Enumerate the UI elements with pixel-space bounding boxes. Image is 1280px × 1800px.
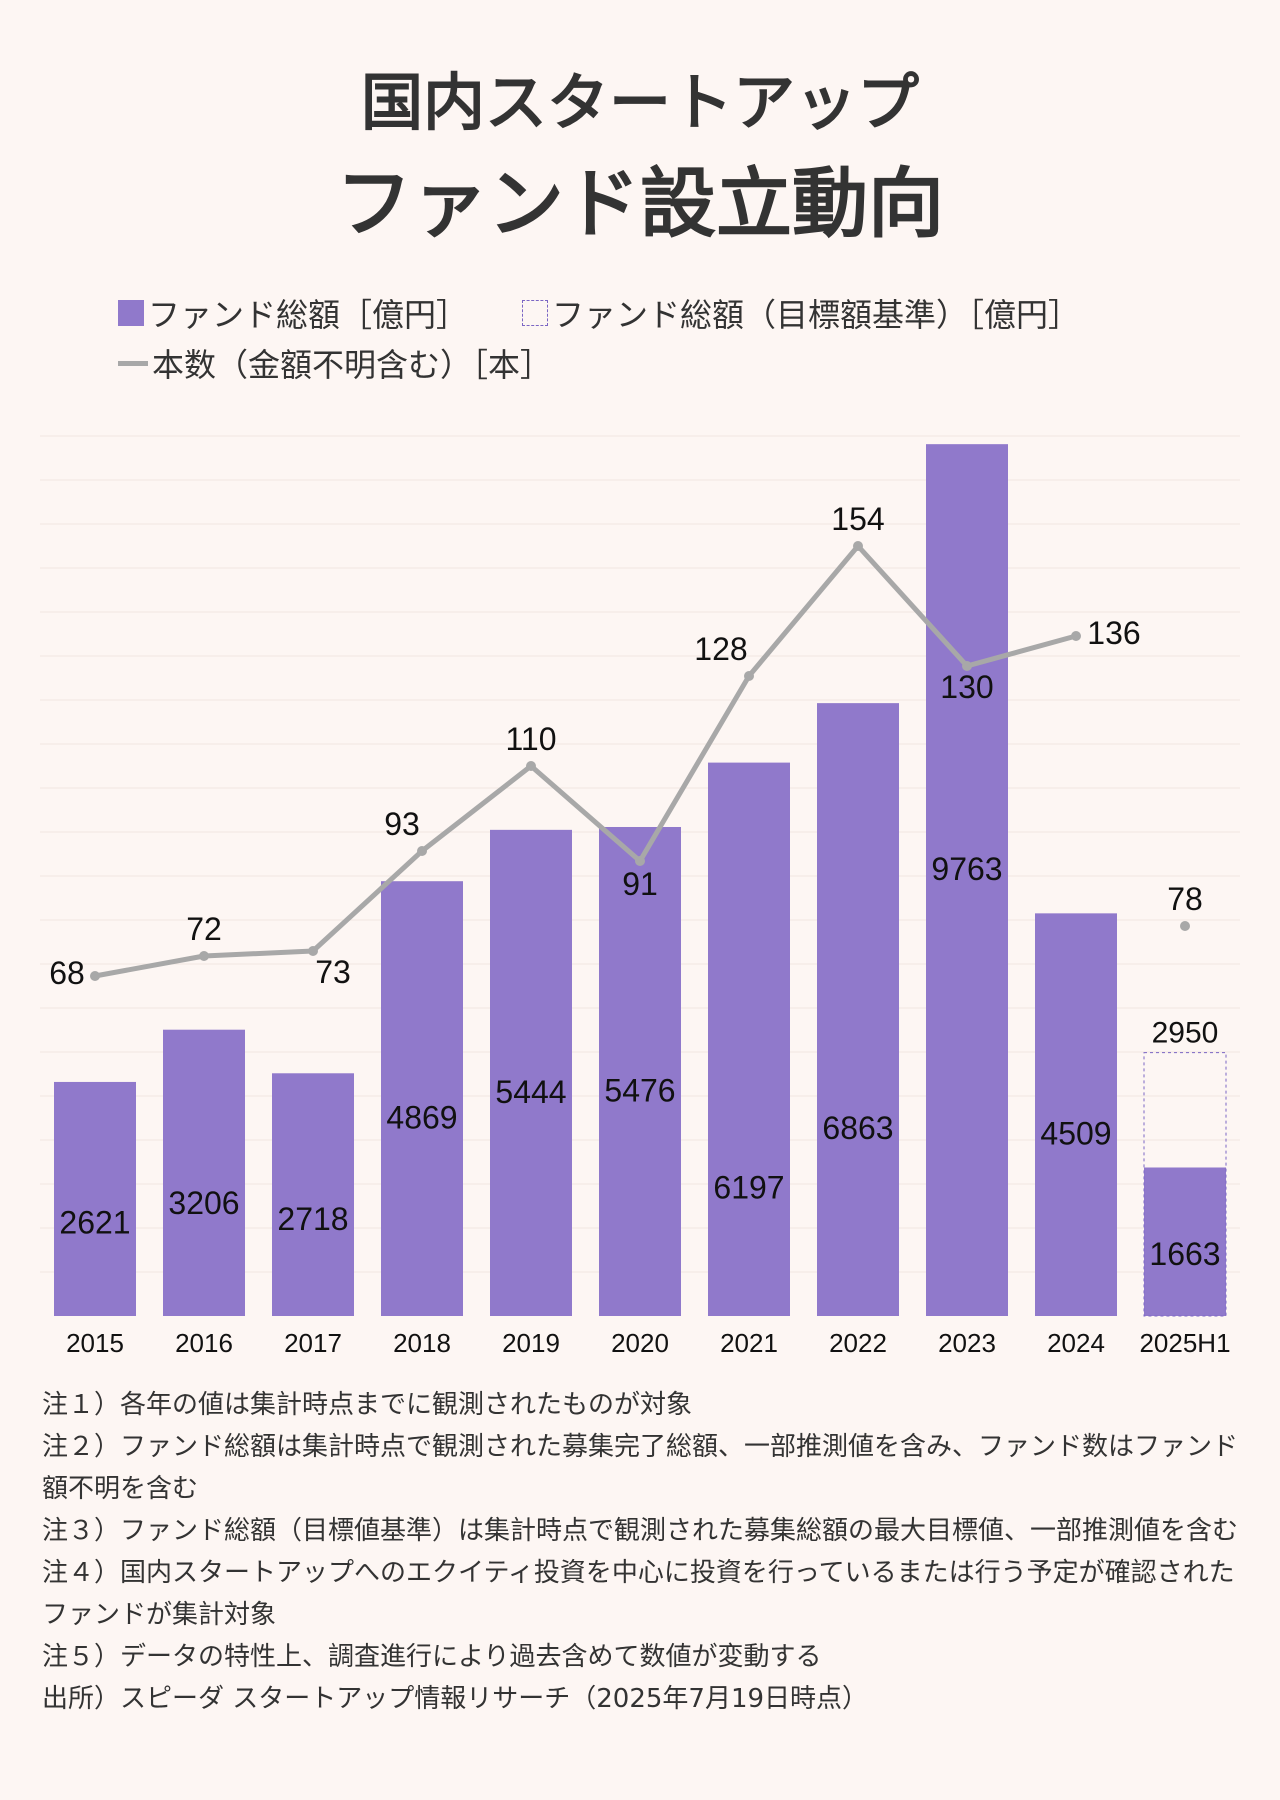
- bar-value-2018: 4869: [386, 1100, 457, 1136]
- count-label-2025H1: 78: [1167, 881, 1203, 917]
- bar-2018: [381, 881, 463, 1316]
- count-point-2021: [744, 671, 754, 681]
- bar-2019: [490, 829, 572, 1316]
- count-point-2019: [526, 761, 536, 771]
- count-label-2024: 136: [1087, 615, 1140, 651]
- x-tick-2015: 2015: [66, 1328, 124, 1358]
- legend-label-count: 本数（金額不明含む）［本］: [152, 346, 553, 384]
- bar-2023: [926, 444, 1008, 1317]
- bar-2016: [163, 1029, 245, 1316]
- bar-value-2022: 6863: [822, 1110, 893, 1146]
- legend-label-total: ファンド総額［億円］: [148, 296, 469, 334]
- x-tick-2023: 2023: [938, 1328, 996, 1358]
- bar-value-2016: 3206: [168, 1185, 239, 1221]
- bar-value-2015: 2621: [59, 1204, 130, 1240]
- count-point-2022: [853, 541, 863, 551]
- x-tick-2024: 2024: [1047, 1328, 1105, 1358]
- count-label-2020: 91: [622, 866, 658, 902]
- count-line: [94, 543, 1077, 979]
- combo-chart: 2950 2621 3206 2718 4869 5444 5476 6197 6863 9763…: [40, 435, 1240, 1358]
- source-note: 出所）スピーダ スタートアップ情報リサーチ（2025年7月19日時点）: [42, 1684, 869, 1714]
- note-5: 注５）データの特性上、調査進行により過去含めて数値が変動する: [42, 1642, 822, 1672]
- count-point-2025H1: [1180, 921, 1190, 931]
- bar-value-2025H1: 1663: [1149, 1236, 1220, 1272]
- notes: 注１）各年の値は集計時点までに観測されたものが対象 注２）ファンド総額は集計時点…: [42, 1384, 1242, 1720]
- bar-2020: [599, 826, 681, 1316]
- bar-2017: [272, 1073, 354, 1316]
- count-label-2017: 73: [315, 954, 351, 990]
- note-1: 注１）各年の値は集計時点までに観測されたものが対象: [42, 1390, 693, 1420]
- legend: ファンド総額［億円］ ファンド総額（目標額基準）［億円］: [118, 290, 1080, 336]
- count-label-2022: 154: [831, 501, 884, 537]
- bar-value-2024: 4509: [1040, 1116, 1111, 1152]
- note-4: 注４）国内スタートアップへのエクイティ投資を中心に投資を行っているまたは行う予定…: [42, 1558, 1235, 1630]
- count-point-2024: [1071, 631, 1081, 641]
- count-label-2023: 130: [940, 669, 993, 705]
- note-2: 注２）ファンド総額は集計時点で観測された募集完了総額、一部推測値を含み、ファンド…: [42, 1432, 1239, 1504]
- bar-2025H1: [1144, 1167, 1226, 1316]
- bar-value-2023: 9763: [931, 851, 1002, 887]
- count-point-2018: [417, 846, 427, 856]
- legend-swatch-target: [522, 300, 549, 326]
- bar-value-2021: 6197: [713, 1170, 784, 1206]
- count-label-2019: 110: [505, 721, 556, 757]
- bar-2015: [54, 1081, 136, 1316]
- x-tick-2018: 2018: [393, 1328, 451, 1358]
- count-label-2021: 128: [694, 631, 747, 667]
- bar-value-2019: 5444: [495, 1074, 566, 1110]
- bar-value-2020: 5476: [604, 1072, 675, 1108]
- x-tick-2020: 2020: [611, 1328, 669, 1358]
- legend-row-2: 本数（金額不明含む）［本］: [118, 340, 552, 386]
- legend-label-target: ファンド総額（目標額基準）［億円］: [552, 296, 1081, 334]
- chart-title-line2: ファンド設立動向: [336, 159, 944, 248]
- x-tick-2016: 2016: [175, 1328, 233, 1358]
- bar-2022: [817, 703, 899, 1316]
- note-3: 注３）ファンド総額（目標値基準）は集計時点で観測された募集総額の最大目標値、一部…: [42, 1516, 1239, 1546]
- legend-swatch-count: [118, 360, 148, 366]
- target-label-2025H1: 2950: [1152, 1017, 1219, 1050]
- target-bar-2025H1: [1143, 1052, 1227, 1317]
- bar-2021: [708, 762, 790, 1316]
- x-tick-2025H1: 2025H1: [1139, 1328, 1230, 1358]
- count-point-2023: [962, 661, 972, 671]
- bar-2024: [1035, 913, 1117, 1316]
- x-tick-2022: 2022: [829, 1328, 887, 1358]
- chart-title-line1: 国内スタートアップ: [360, 66, 919, 139]
- x-tick-2019: 2019: [502, 1328, 560, 1358]
- count-label-2016: 72: [186, 911, 222, 947]
- count-point-2016: [199, 951, 209, 961]
- count-point-2020: [635, 856, 645, 866]
- bar-value-2017: 2718: [277, 1201, 348, 1237]
- count-label-2015: 68: [49, 955, 85, 991]
- x-tick-2017: 2017: [284, 1328, 342, 1358]
- count-label-2018: 93: [384, 806, 420, 842]
- count-point-2017: [308, 946, 318, 956]
- legend-swatch-total: [118, 300, 144, 326]
- x-tick-2021: 2021: [720, 1328, 778, 1358]
- count-point-2015: [90, 971, 100, 981]
